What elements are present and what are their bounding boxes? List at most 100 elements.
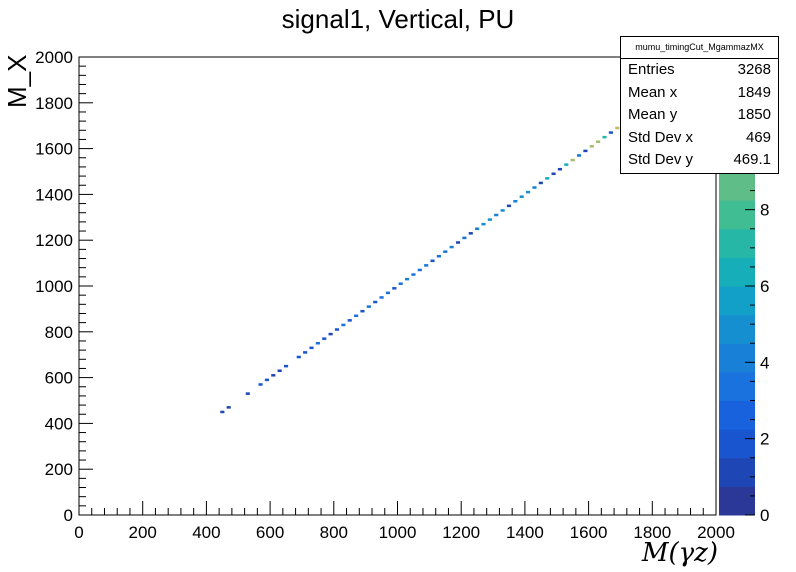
histogram-bin (449, 245, 454, 249)
histogram-bin (462, 236, 467, 240)
x-tick-label: 1000 (379, 523, 417, 542)
histogram-bin (373, 300, 378, 304)
palette-swatch (719, 486, 755, 516)
palette-swatch (719, 286, 755, 316)
histogram-bin (271, 374, 276, 377)
z-tick-label: 8 (760, 201, 769, 220)
histogram-bin (570, 158, 575, 162)
y-tick-label: 1200 (35, 231, 73, 250)
histogram-bin (354, 314, 359, 318)
stats-value: 469 (745, 128, 771, 146)
histogram-bin (576, 154, 582, 157)
histogram-bin (309, 346, 314, 350)
palette-swatch (719, 314, 755, 344)
stats-label: Std Dev y (628, 151, 694, 169)
stats-row: Mean x 1849 (621, 82, 778, 105)
x-tick-label: 2000 (697, 523, 735, 542)
y-tick-label: 1000 (35, 277, 73, 296)
y-tick-label: 400 (45, 414, 73, 433)
histogram-bin (328, 332, 333, 336)
histogram-bin (551, 172, 556, 176)
histogram-bin (475, 227, 480, 231)
palette-swatch (719, 343, 755, 373)
histogram-bin (245, 392, 250, 395)
histogram-bin (398, 282, 403, 285)
histogram-bin (526, 190, 531, 194)
histogram-bins (220, 122, 626, 414)
y-tick-label: 2000 (35, 48, 73, 67)
palette-swatch (719, 371, 755, 401)
palette-swatch (719, 257, 755, 287)
histogram-bin (264, 378, 269, 382)
histogram-bin (366, 305, 371, 308)
histogram-bin (602, 135, 607, 139)
histogram-bin (258, 383, 263, 386)
z-tick-label: 4 (760, 353, 769, 372)
histogram-bin (322, 337, 327, 340)
histogram-bin (513, 200, 518, 203)
histogram-bin (283, 364, 289, 368)
palette-swatch (719, 228, 755, 258)
histogram-bin (615, 126, 620, 130)
histogram-bin (430, 259, 435, 263)
y-tick-label: 1800 (35, 94, 73, 113)
stats-row: Entries 3268 (621, 59, 778, 82)
histogram-bin (436, 254, 441, 258)
stats-row: Std Dev x 469 (621, 127, 778, 150)
palette-swatch (719, 171, 755, 201)
histogram-bin (608, 131, 613, 134)
histogram-bin (500, 209, 505, 212)
histogram-bin (404, 277, 410, 281)
stats-box: mumu_timingCut_MgammazMX Entries 3268 Me… (620, 36, 779, 174)
stats-row: Mean y 1850 (621, 104, 778, 127)
x-tick-label: 1800 (633, 523, 671, 542)
x-tick-label: 200 (129, 523, 157, 542)
x-tick-label: 800 (320, 523, 348, 542)
histogram-bin (583, 149, 588, 153)
x-tick-label: 0 (74, 523, 83, 542)
histogram-bin (487, 218, 492, 221)
histogram-bin (334, 328, 340, 331)
x-tick-label: 1600 (570, 523, 608, 542)
stats-label: Mean y (628, 106, 678, 124)
histogram-bin (392, 287, 397, 290)
y-tick-label: 1600 (35, 140, 73, 159)
stats-value: 1849 (737, 83, 771, 101)
histogram-bin (226, 406, 231, 409)
stats-row: Std Dev y 469.1 (621, 149, 778, 172)
histogram-bin (315, 341, 320, 345)
histogram-bin (564, 163, 569, 166)
histogram-bin (411, 273, 416, 276)
y-tick-label: 0 (64, 506, 73, 525)
histogram-bin (468, 232, 473, 235)
histogram-bin (545, 177, 550, 180)
x-tick-label: 600 (256, 523, 284, 542)
y-axis-label: M_X (2, 54, 32, 108)
histogram-bin (277, 369, 282, 372)
histogram-bin (379, 296, 384, 299)
x-tick-label: 1200 (442, 523, 480, 542)
palette-swatch (719, 200, 755, 230)
histogram-bin (360, 309, 365, 313)
z-tick-label: 2 (760, 430, 769, 449)
histogram-bin (296, 355, 301, 359)
histogram-bin (303, 351, 308, 354)
histogram-bin (589, 145, 594, 148)
histogram-bin (341, 323, 346, 327)
stats-label: Mean x (628, 83, 678, 101)
histogram-bin (443, 250, 448, 253)
histogram-bin (385, 291, 391, 295)
histogram-bin (532, 186, 537, 189)
x-axis: 0 200 400 600 800 1000 1200 1400 1600 1800 2000 (74, 501, 735, 542)
histogram-bin (417, 268, 422, 272)
histogram-bin (347, 319, 352, 322)
histogram-bin (494, 213, 499, 217)
stats-label: Entries (628, 61, 675, 78)
palette-swatch (719, 429, 755, 459)
y-tick-label: 600 (45, 369, 73, 388)
y-tick-label: 1400 (35, 185, 73, 204)
z-tick-label: 0 (760, 506, 769, 525)
histogram-bin (220, 410, 225, 414)
histogram-bin (506, 204, 512, 208)
x-tick-label: 1400 (506, 523, 544, 542)
